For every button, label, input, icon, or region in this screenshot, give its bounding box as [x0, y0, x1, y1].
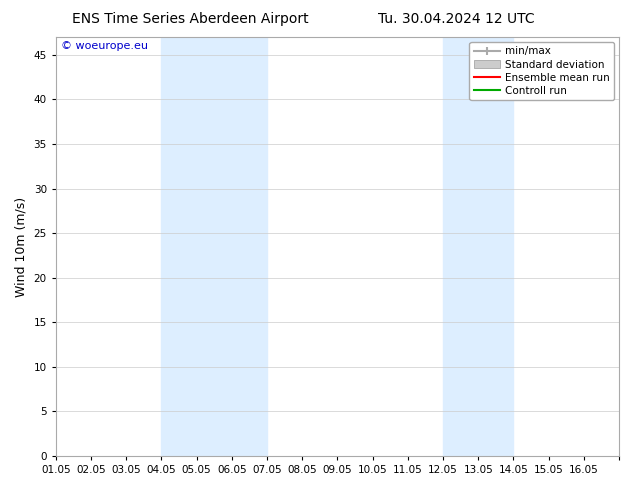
Y-axis label: Wind 10m (m/s): Wind 10m (m/s) [15, 196, 28, 296]
Bar [443, 37, 514, 456]
Text: Tu. 30.04.2024 12 UTC: Tu. 30.04.2024 12 UTC [378, 12, 535, 26]
Text: © woeurope.eu: © woeurope.eu [61, 41, 148, 51]
Text: ENS Time Series Aberdeen Airport: ENS Time Series Aberdeen Airport [72, 12, 309, 26]
Bar [162, 37, 267, 456]
Legend: min/max, Standard deviation, Ensemble mean run, Controll run: min/max, Standard deviation, Ensemble me… [469, 42, 614, 100]
